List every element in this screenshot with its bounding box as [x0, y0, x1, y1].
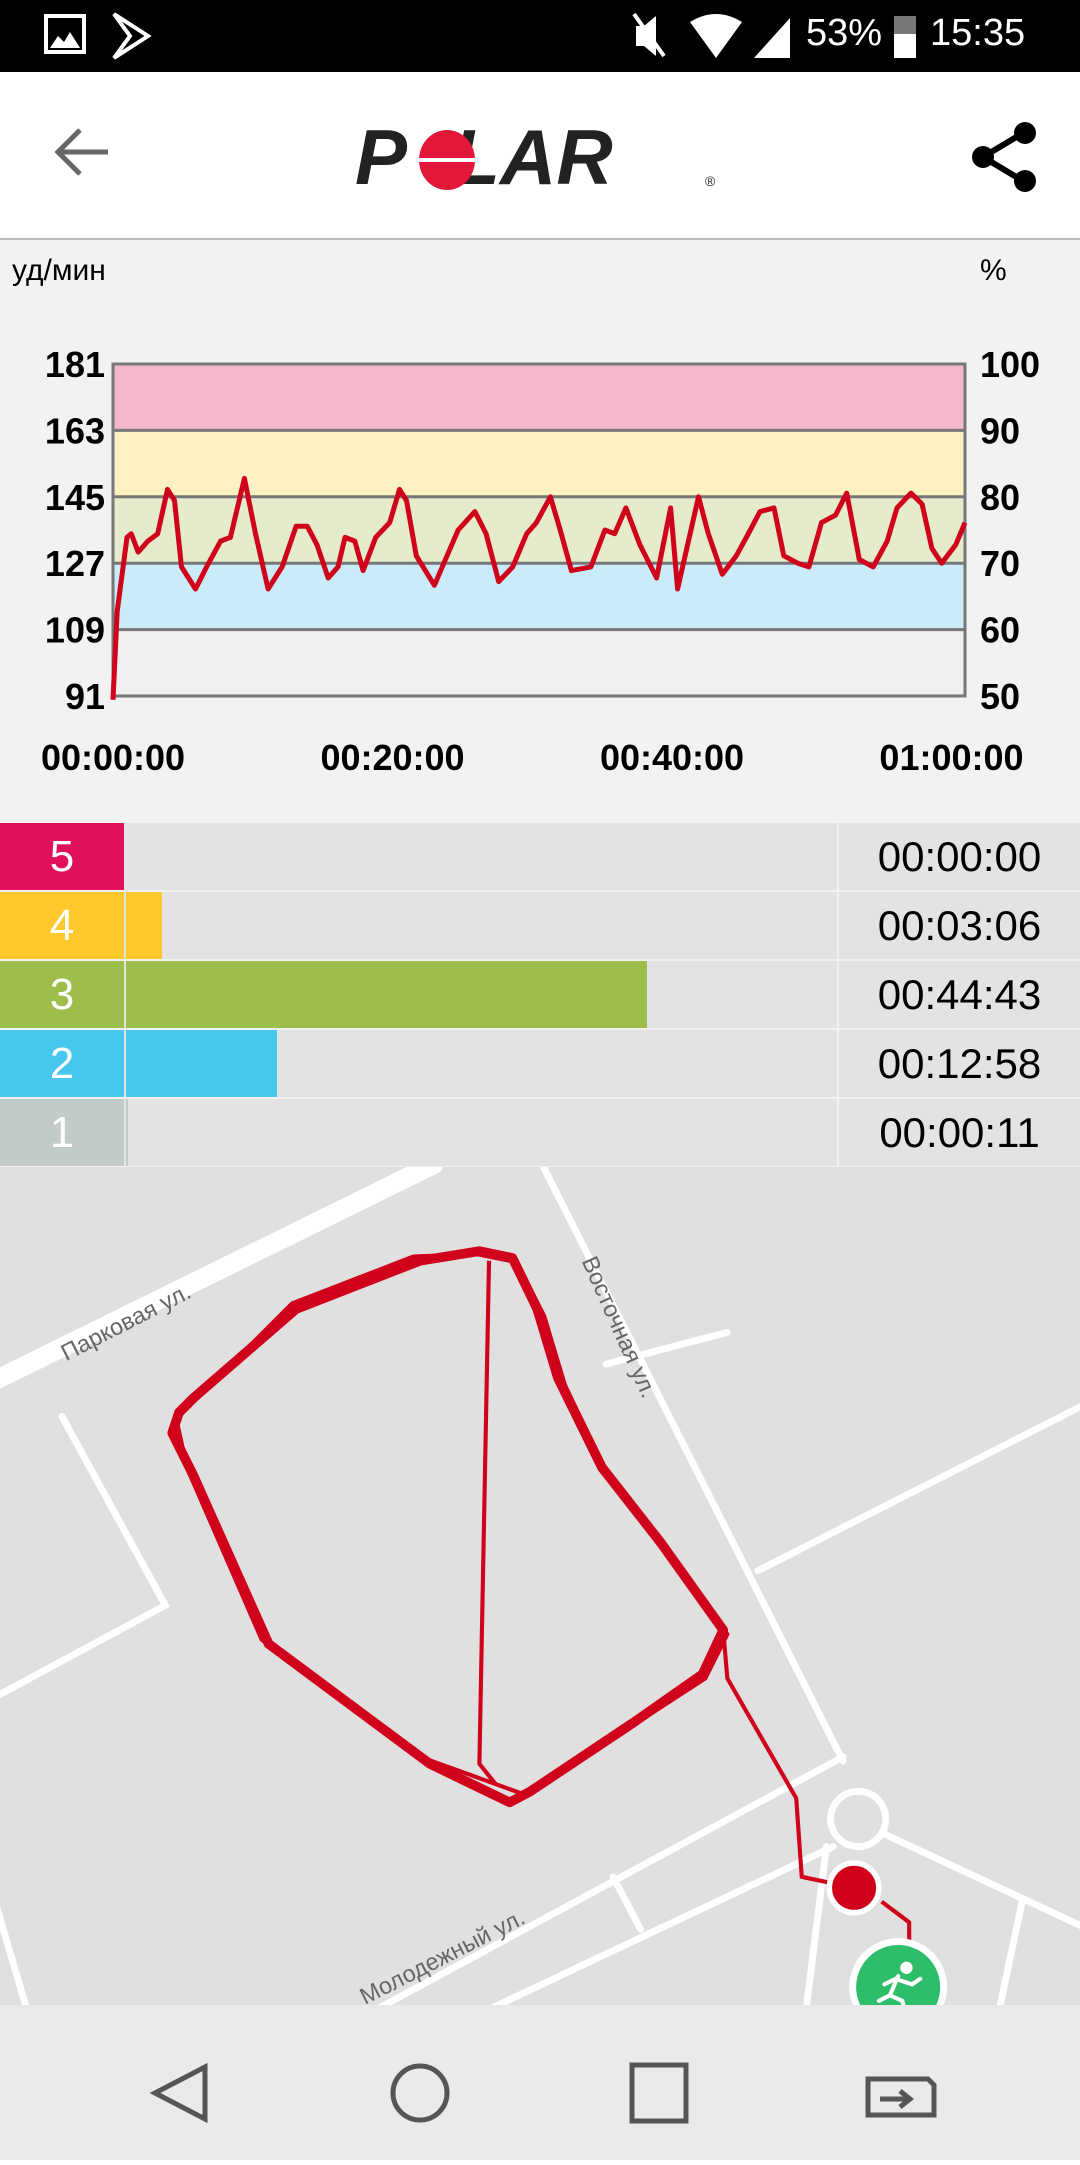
route-path: [167, 1246, 912, 1950]
y-tick-label-right: 100: [980, 344, 1040, 385]
android-nav-bar: [0, 2005, 1080, 2160]
hr-zones-table: 5 00:00:00 4 00:03:06 3 00:44:43 2 00:12:58…: [0, 823, 1080, 1168]
heart-rate-chart: 181 100 163 90 145 80 127 70 109 60 91 50 00:00:00 00…: [0, 240, 1080, 823]
y-tick-label: 181: [45, 344, 105, 385]
zone-band-5: [113, 364, 965, 431]
zone-label: 1: [0, 1099, 124, 1166]
street-label: Парковая ул.: [57, 1278, 195, 1366]
map-roads: [0, 1167, 1080, 2005]
zone-bar: [126, 892, 163, 959]
zone-label: 5: [0, 823, 124, 890]
end-marker: [826, 1860, 882, 1916]
arrow-left-icon[interactable]: [50, 122, 120, 182]
svg-text:®: ®: [705, 173, 716, 189]
map-svg[interactable]: Парковая ул. Восточная ул. Молодежный ул…: [0, 1167, 1080, 2005]
zone-bar: [126, 1099, 129, 1166]
y-tick-label: 145: [45, 477, 105, 518]
zone-row-4: 4 00:03:06: [0, 892, 1080, 961]
play-store-icon: [112, 12, 152, 60]
y-tick-label-right: 80: [980, 477, 1020, 518]
clock: 15:35: [930, 12, 1026, 54]
x-tick-label: 01:00:00: [879, 737, 1023, 778]
street-label: Молодежный ул.: [356, 1904, 529, 2005]
switch-app-icon[interactable]: [865, 2076, 937, 2118]
app-header: P LAR ®: [0, 72, 1080, 240]
zone-row-1: 1 00:00:11: [0, 1099, 1080, 1168]
back-triangle-icon[interactable]: [149, 2062, 208, 2124]
route-map[interactable]: Парковая ул. Восточная ул. Молодежный ул…: [0, 1167, 1080, 2005]
svg-text:P: P: [355, 122, 408, 201]
zone-band-4: [113, 430, 965, 497]
y-tick-label-right: 60: [980, 610, 1020, 651]
status-bar: 53% 15:35: [0, 0, 1080, 72]
zone-band-2: [113, 563, 965, 630]
zone-time: 00:03:06: [837, 892, 1080, 959]
heart-rate-chart-svg: 181 100 163 90 145 80 127 70 109 60 91 50 00:00:00 00…: [12, 254, 1040, 778]
y-tick-label: 109: [45, 610, 105, 651]
street-label: Восточная ул.: [577, 1252, 663, 1401]
status-icons: [44, 12, 916, 60]
y-tick-label: 127: [45, 543, 105, 584]
zone-label: 2: [0, 1030, 124, 1097]
zone-time: 00:00:11: [837, 1099, 1080, 1166]
battery-icon: [894, 16, 916, 58]
gallery-icon: [44, 14, 86, 54]
plot-frame: [111, 362, 967, 698]
zone-bar: [126, 961, 648, 1028]
heart-rate-line: [110, 475, 968, 700]
zone-label: 4: [0, 892, 124, 959]
battery-percent: 53%: [806, 12, 883, 54]
mute-icon: [632, 12, 666, 58]
y-tick-label-right: 50: [980, 676, 1020, 717]
signal-icon: [754, 18, 790, 58]
y-axis-label-right: %: [980, 254, 1007, 287]
street-labels: Парковая ул. Восточная ул. Молодежный ул…: [57, 1252, 663, 2005]
zone-time: 00:44:43: [837, 961, 1080, 1028]
zone-row-3: 3 00:44:43: [0, 961, 1080, 1030]
running-person-icon: [876, 1961, 923, 2005]
zone-band-1: [113, 629, 965, 696]
zone-row-2: 2 00:12:58: [0, 1030, 1080, 1099]
share-icon[interactable]: [965, 117, 1045, 197]
zone-label: 3: [0, 961, 124, 1028]
x-tick-label: 00:20:00: [320, 737, 464, 778]
zone-time: 00:12:58: [837, 1030, 1080, 1097]
y-tick-label: 163: [45, 410, 105, 451]
zone-row-5: 5 00:00:00: [0, 823, 1080, 892]
y-tick-label-right: 90: [980, 410, 1020, 451]
recents-square-icon[interactable]: [629, 2062, 689, 2124]
x-tick-label: 00:00:00: [41, 737, 185, 778]
zone-time: 00:00:00: [837, 823, 1080, 890]
zone-bar: [126, 1030, 278, 1097]
start-marker: [849, 1938, 948, 2005]
y-tick-label: 91: [65, 676, 105, 717]
y-axis-label: уд/мин: [12, 254, 106, 287]
y-tick-label-right: 70: [980, 543, 1020, 584]
home-circle-icon[interactable]: [390, 2063, 450, 2123]
wifi-icon: [690, 14, 742, 58]
polar-logo: P LAR ®: [355, 122, 716, 201]
x-tick-label: 00:40:00: [600, 737, 744, 778]
